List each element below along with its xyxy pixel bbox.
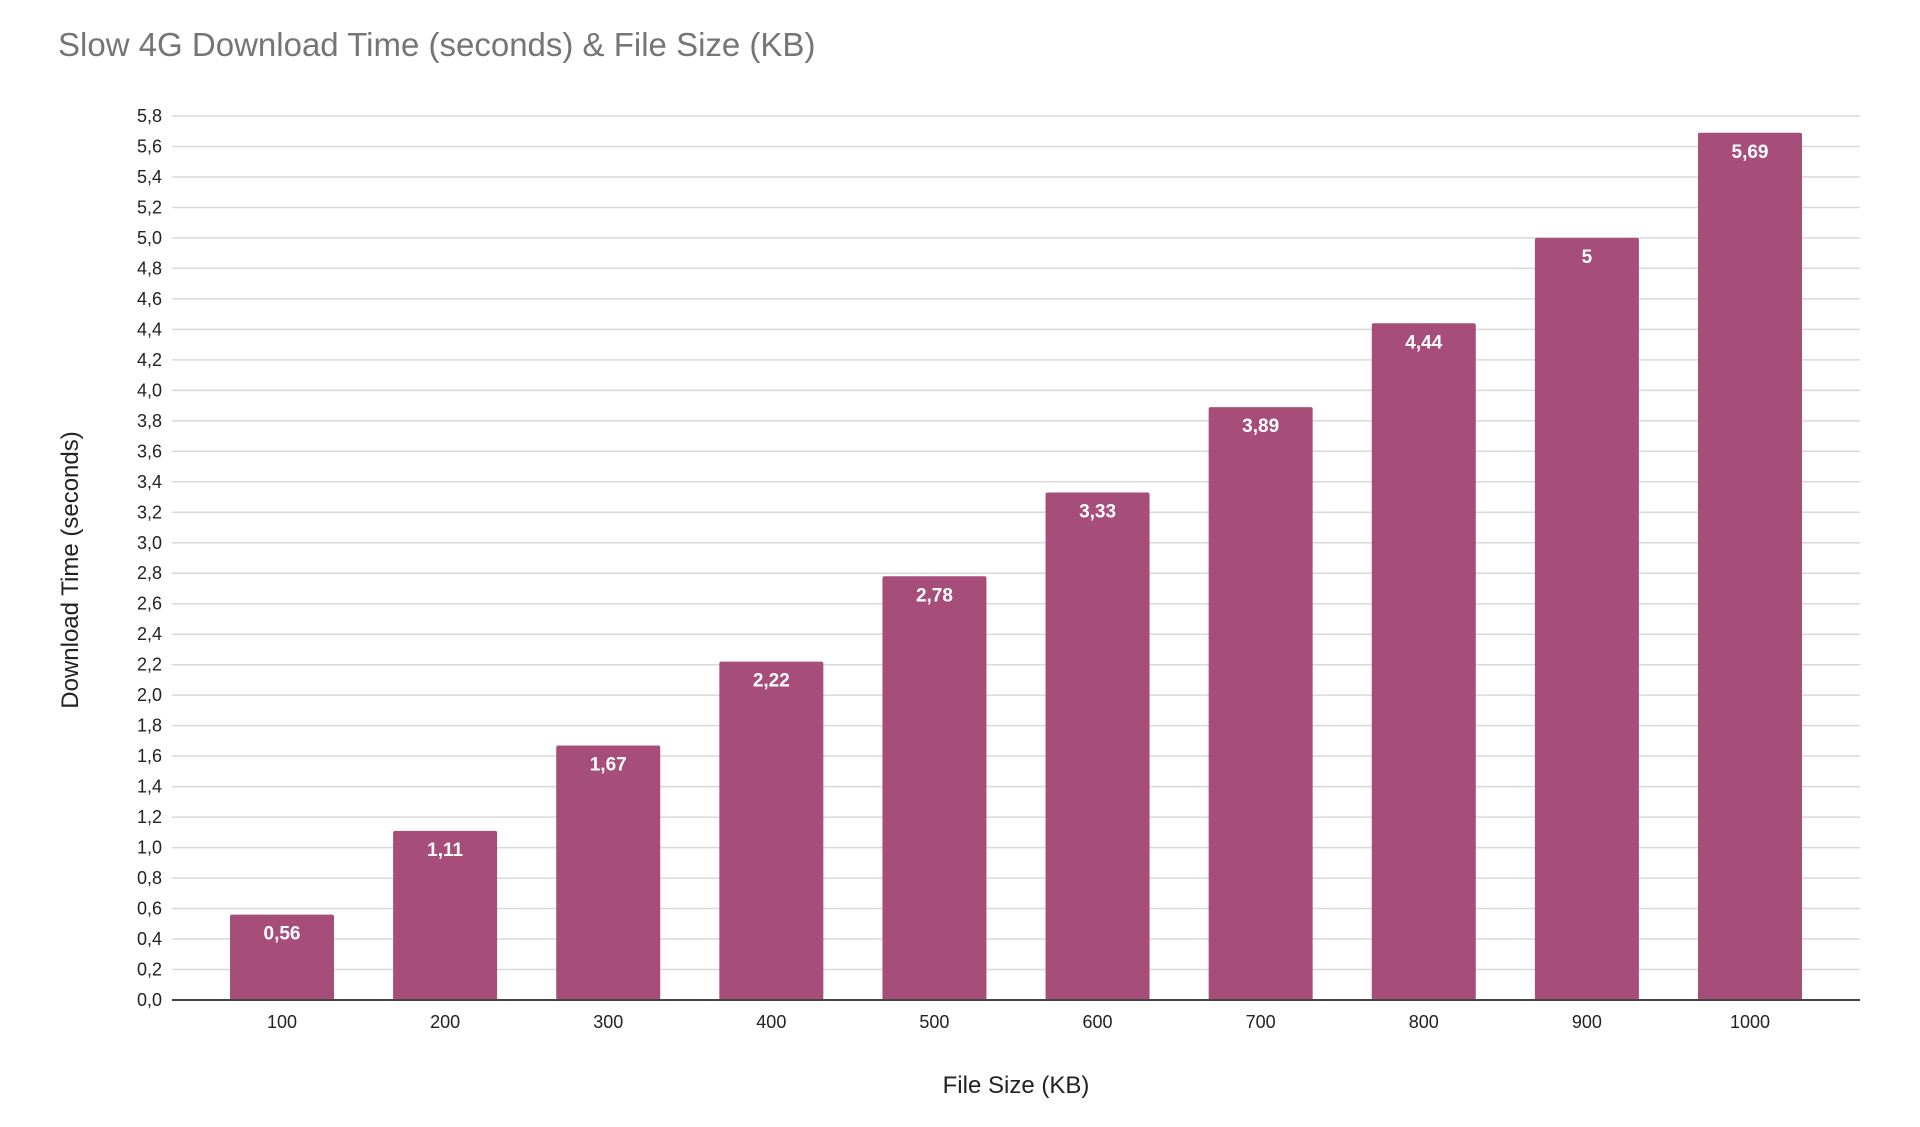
data-label: 3,89 <box>1242 416 1279 437</box>
y-tick-label: 2,6 <box>137 594 162 614</box>
y-tick-label: 3,2 <box>137 502 162 522</box>
y-tick-label: 5,4 <box>137 167 162 187</box>
x-tick-label: 100 <box>267 1012 297 1032</box>
y-tick-label: 3,6 <box>137 441 162 461</box>
data-label: 1,67 <box>590 754 627 775</box>
bar <box>882 576 987 1000</box>
y-tick-label: 4,8 <box>137 258 162 278</box>
y-tick-label: 4,6 <box>137 289 162 309</box>
bar <box>1534 237 1639 1000</box>
x-tick-label: 800 <box>1409 1012 1439 1032</box>
data-label: 2,78 <box>916 585 953 606</box>
x-tick-label: 900 <box>1572 1012 1602 1032</box>
y-tick-label: 3,4 <box>137 472 162 492</box>
y-tick-label: 4,2 <box>137 350 162 370</box>
y-tick-label: 3,0 <box>137 533 162 553</box>
bar <box>230 914 334 1000</box>
y-tick-label: 2,8 <box>137 563 162 583</box>
chart-title: Slow 4G Download Time (seconds) & File S… <box>58 26 816 63</box>
y-tick-label: 0,2 <box>137 960 162 980</box>
x-tick-label: 300 <box>593 1012 623 1032</box>
y-tick-label: 2,4 <box>137 624 162 644</box>
x-tick-label: 500 <box>919 1012 949 1032</box>
y-tick-label: 5,0 <box>137 228 162 248</box>
y-tick-label: 3,8 <box>137 411 162 431</box>
data-label: 2,22 <box>753 671 790 692</box>
data-label: 5 <box>1582 247 1593 268</box>
y-tick-label: 1,6 <box>137 746 162 766</box>
data-label: 3,33 <box>1079 501 1116 522</box>
y-tick-label: 0,8 <box>137 868 162 888</box>
y-tick-label: 0,0 <box>137 990 162 1010</box>
data-label: 0,56 <box>264 924 301 945</box>
y-tick-label: 0,4 <box>137 929 162 949</box>
data-label: 1,11 <box>427 840 463 861</box>
x-tick-label: 700 <box>1246 1012 1276 1032</box>
y-tick-label: 5,2 <box>137 197 162 217</box>
y-tick-label: 1,4 <box>137 777 162 797</box>
y-tick-label: 1,2 <box>137 807 162 827</box>
bar <box>1698 132 1802 1001</box>
x-tick-label: 200 <box>430 1012 460 1032</box>
bar <box>393 830 498 1000</box>
x-tick-label: 400 <box>756 1012 786 1032</box>
bar <box>1208 407 1313 1000</box>
bar <box>1045 492 1150 1000</box>
y-tick-label: 2,2 <box>137 655 162 675</box>
bar <box>1371 323 1476 1001</box>
bar <box>556 745 661 1000</box>
y-tick-label: 4,4 <box>137 319 162 339</box>
y-tick-label: 1,0 <box>137 838 162 858</box>
y-tick-label: 5,6 <box>137 136 162 156</box>
y-tick-label: 2,0 <box>137 685 162 705</box>
data-label: 5,69 <box>1732 142 1769 163</box>
y-tick-label: 1,8 <box>137 716 162 736</box>
y-tick-label: 4,0 <box>137 380 162 400</box>
bar <box>719 661 824 1000</box>
x-tick-label: 600 <box>1083 1012 1113 1032</box>
y-tick-label: 0,6 <box>137 899 162 919</box>
y-tick-label: 5,8 <box>137 106 162 126</box>
x-tick-label: 1000 <box>1730 1012 1770 1032</box>
data-label: 4,44 <box>1405 332 1442 353</box>
x-axis-label: File Size (KB) <box>942 1072 1090 1099</box>
